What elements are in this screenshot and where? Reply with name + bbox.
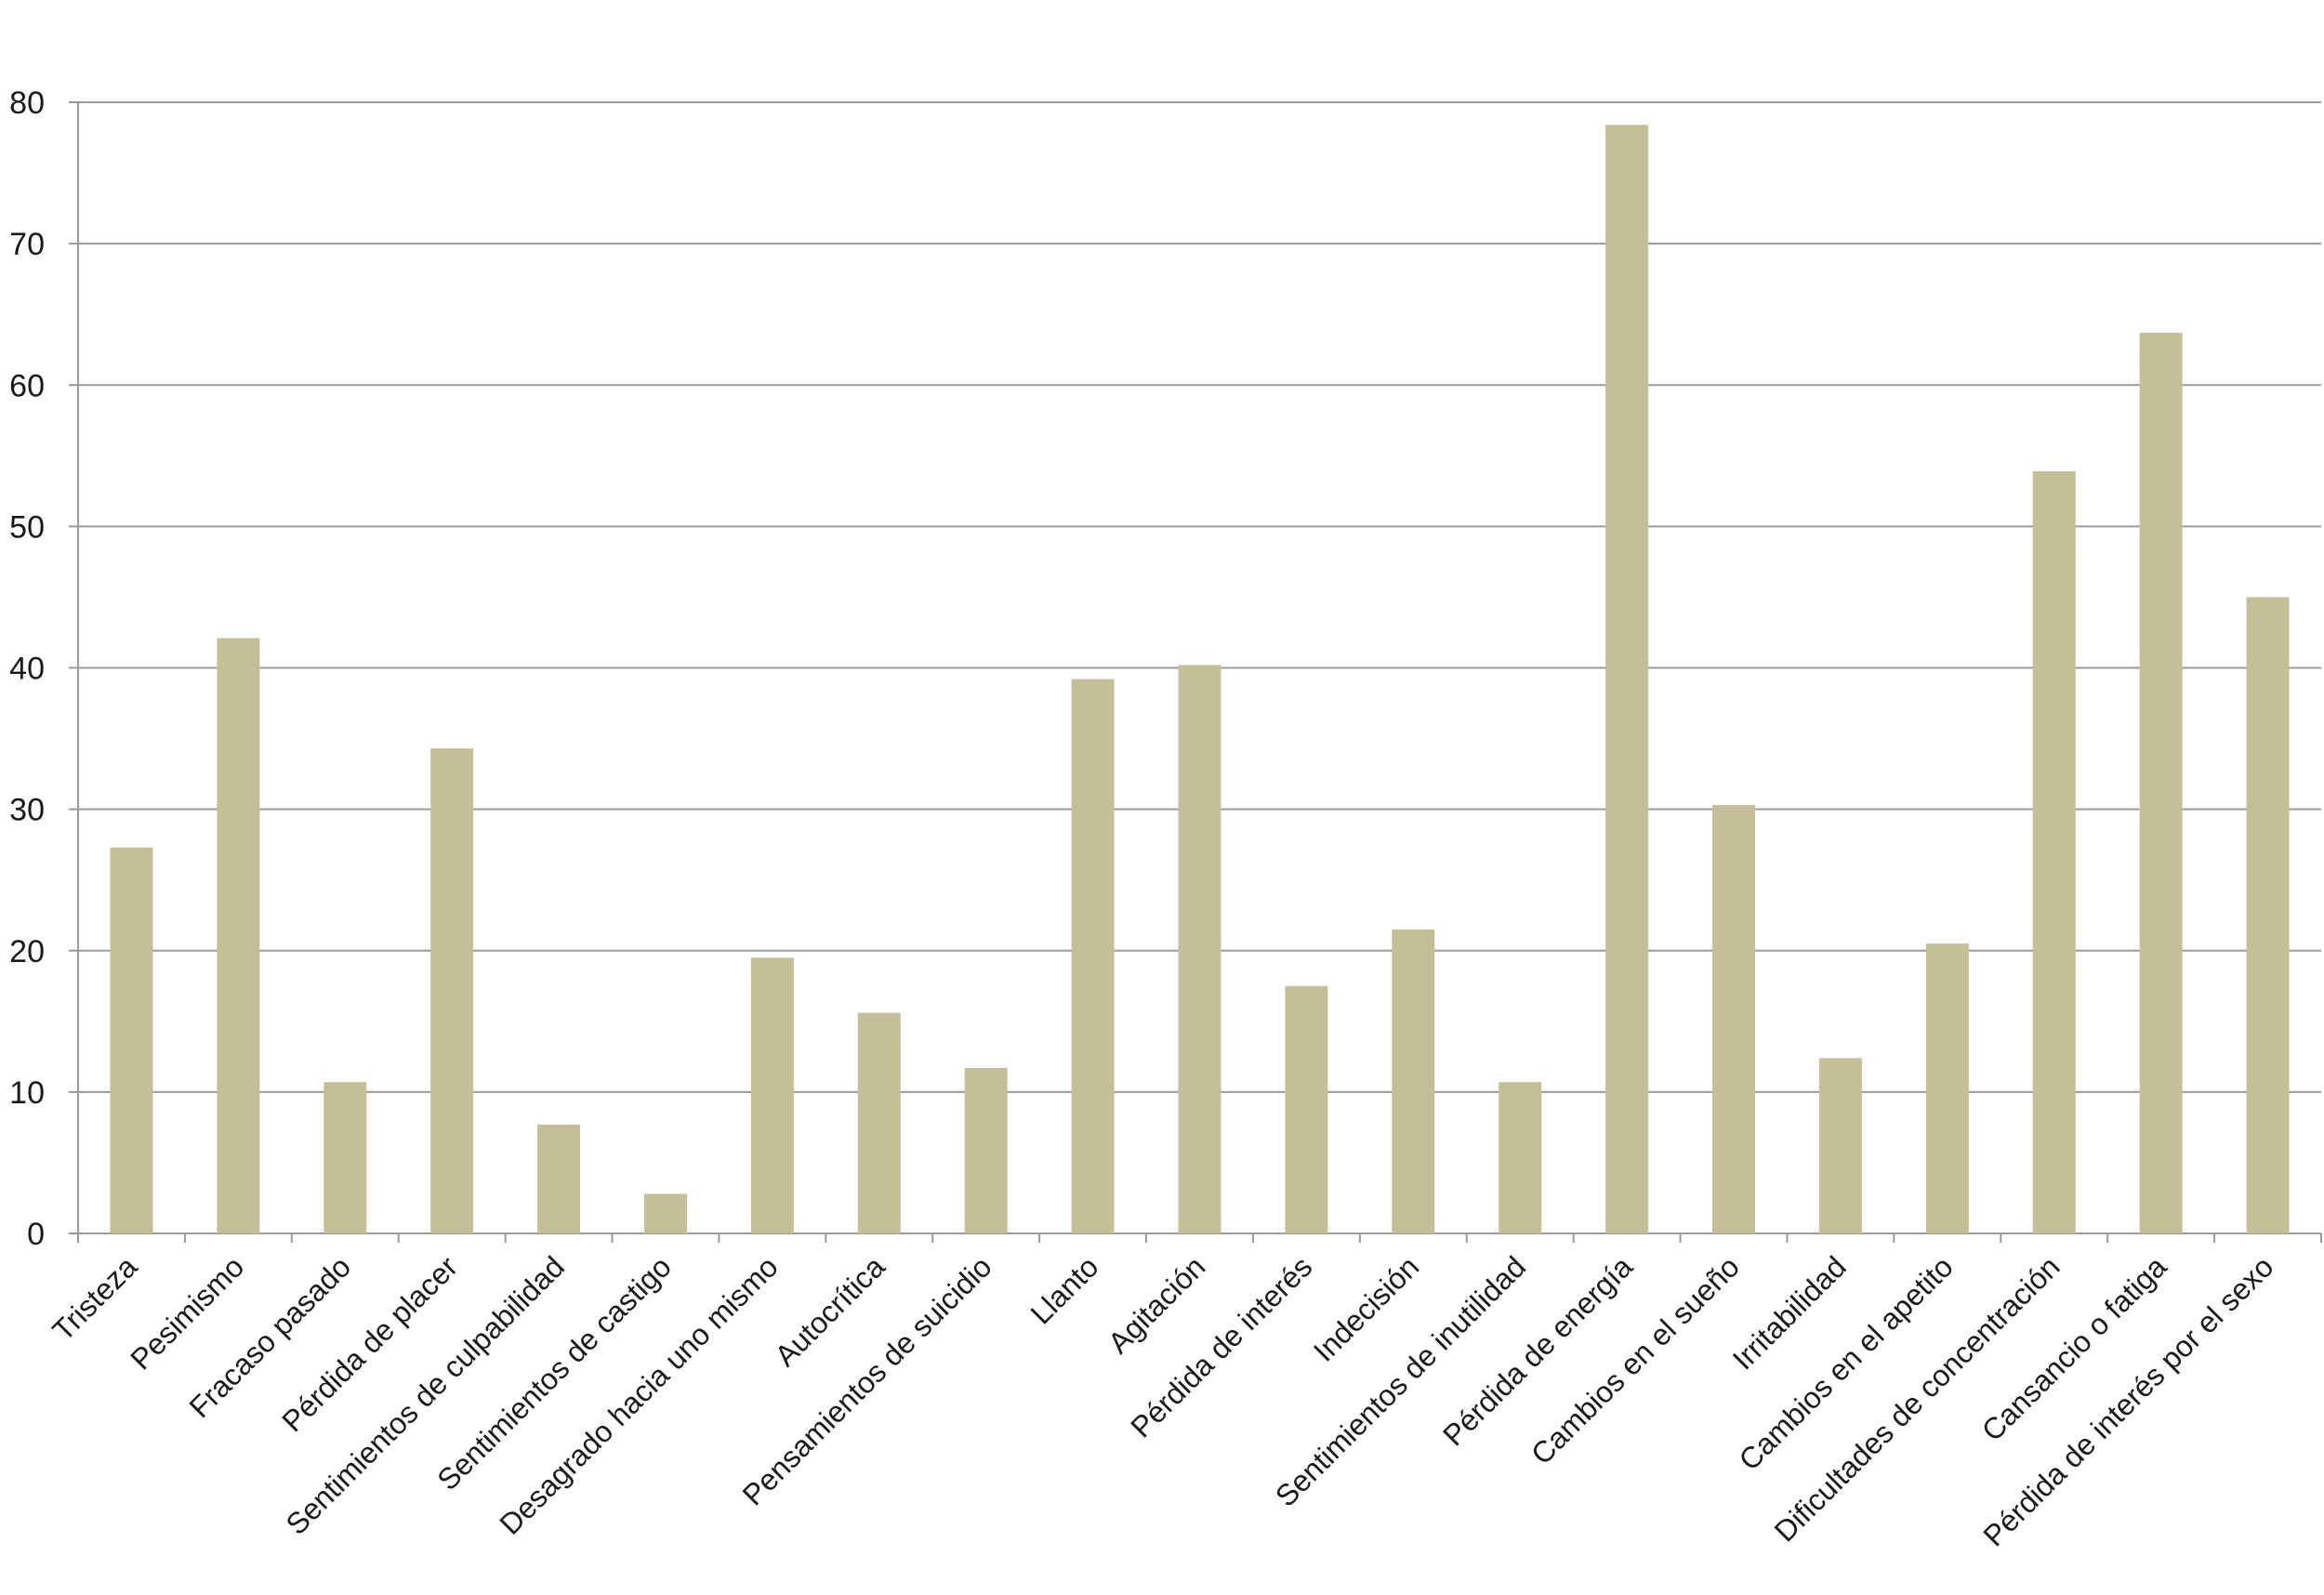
x-tick-label: Agitación [1102,1249,1212,1360]
bar [537,1124,581,1233]
y-tick-label: 0 [27,1217,45,1252]
bar [2032,471,2076,1233]
bar [1285,985,1328,1233]
bar [643,1193,687,1233]
bar [217,638,260,1233]
bar [430,748,474,1233]
bar [964,1068,1008,1233]
x-tick-label: Cansancio o fatiga [1975,1249,2173,1447]
x-tick-label: Pérdida de energía [1436,1249,1639,1452]
bar [324,1082,367,1233]
x-tick-label: Pérdida de interés [1124,1249,1318,1443]
bar [1925,943,1969,1233]
x-tick-label: Tristeza [46,1249,143,1347]
bar [1071,679,1115,1233]
bar [1499,1082,1542,1233]
y-tick-label: 40 [9,652,45,687]
bar [1712,805,1756,1233]
bars [110,125,2290,1234]
y-tick-label: 80 [9,86,45,121]
bar [2246,597,2290,1233]
bar [1178,665,1221,1233]
x-tick-label: Pérdida de placer [275,1249,464,1438]
bar [750,957,794,1233]
bar [2139,332,2183,1233]
x-tick-label: Llanto [1023,1249,1104,1330]
bar [1392,929,1435,1233]
bar [110,847,153,1233]
y-tick-label: 30 [9,793,45,828]
x-tick-label: Cambios en el sueño [1525,1249,1746,1470]
bar [1605,125,1649,1234]
bar [857,1012,901,1233]
y-tick-label: 60 [9,368,45,403]
x-tick-label: Cambios en el apetito [1732,1249,1959,1476]
y-tick-label: 20 [9,934,45,969]
y-axis-tick-labels: 0 10 20 30 40 50 60 70 80 [9,86,45,1252]
bar [1818,1058,1862,1233]
y-tick-label: 10 [9,1075,45,1111]
y-tick-label: 70 [9,227,45,262]
y-tick-label: 50 [9,509,45,545]
